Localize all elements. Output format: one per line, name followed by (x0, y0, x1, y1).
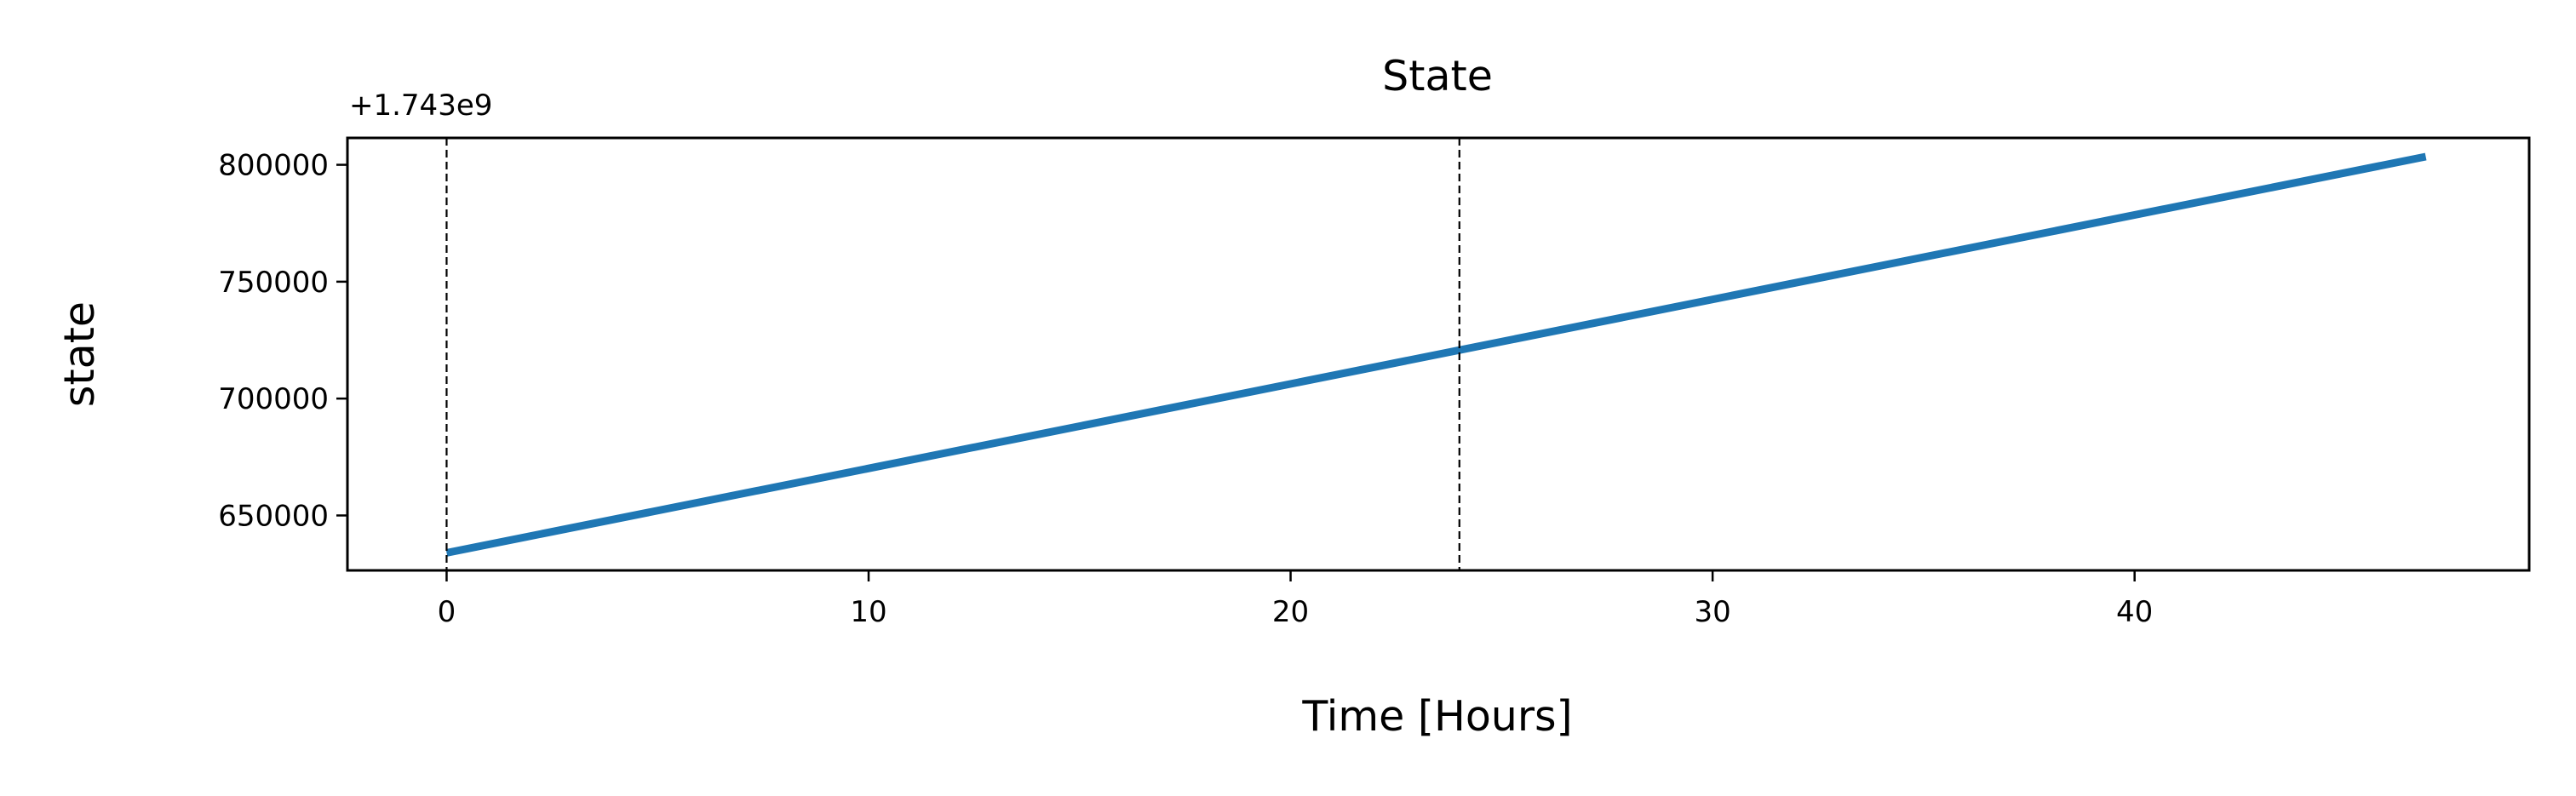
x-tick-label: 20 (1272, 595, 1309, 629)
plot-frame (346, 136, 2531, 572)
series-line-1 (445, 152, 2427, 557)
series-layer (445, 152, 2427, 557)
y-tick-label: 700000 (218, 382, 329, 416)
y-axis-ticks: 650000 700000 750000 800000 (218, 149, 347, 533)
x-tick-label: 30 (1694, 595, 1730, 629)
x-axis-ticks: 0 10 20 30 40 (438, 570, 2153, 629)
reference-lines (445, 138, 1460, 570)
y-offset-label: +1.743e9 (349, 89, 492, 123)
x-tick-label: 40 (2116, 595, 2153, 629)
y-axis-title: state (55, 301, 104, 407)
x-tick-label: 10 (850, 595, 886, 629)
x-axis-title: Time [Hours] (1301, 692, 1572, 741)
y-tick-label: 750000 (218, 266, 329, 300)
y-tick-label: 650000 (218, 499, 329, 533)
y-tick-label: 800000 (218, 149, 329, 183)
chart-title: State (1382, 52, 1493, 100)
x-tick-label: 0 (438, 595, 456, 629)
